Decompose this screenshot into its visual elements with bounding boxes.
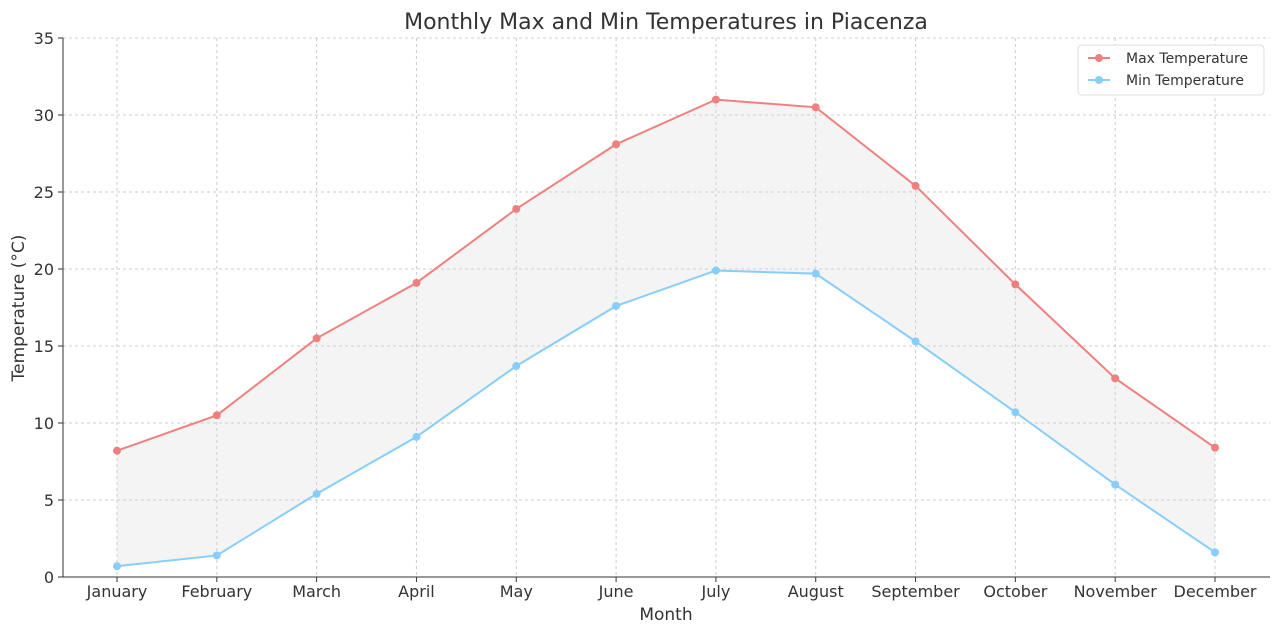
min-temperature-point (811, 269, 820, 278)
min-temperature-point (412, 432, 421, 441)
min-temperature-point (512, 362, 521, 371)
chart-title: Monthly Max and Min Temperatures in Piac… (404, 10, 928, 35)
min-temperature-point (612, 301, 621, 310)
max-temperature-point (1011, 280, 1020, 289)
x-tick-label: August (788, 582, 844, 601)
legend-max-label: Max Temperature (1126, 51, 1248, 67)
max-temperature-point (512, 204, 521, 213)
y-tick-label: 15 (34, 337, 54, 356)
max-temperature-point (911, 181, 920, 190)
x-tick-label: January (86, 582, 148, 601)
x-tick-label: May (500, 582, 533, 601)
min-temperature-point (911, 337, 920, 346)
max-temperature-point (412, 278, 421, 287)
y-tick-label: 35 (34, 29, 54, 48)
max-temperature-point (312, 334, 321, 343)
legend-min-marker (1095, 76, 1103, 84)
max-temperature-point (612, 140, 621, 149)
y-tick-label: 0 (44, 568, 54, 587)
x-tick-label: September (871, 582, 960, 601)
x-tick-label: March (292, 582, 341, 601)
max-temperature-point (1211, 443, 1219, 452)
max-temperature-point (1111, 374, 1120, 383)
range-fill (117, 99, 1215, 567)
x-tick-label: April (398, 582, 435, 601)
max-temperature-point (811, 103, 820, 112)
min-temperature-point (1111, 480, 1120, 489)
legend-min-label: Min Temperature (1126, 73, 1244, 89)
x-axis-label: Month (639, 605, 692, 625)
y-tick-label: 20 (34, 260, 54, 279)
x-tick-label: February (181, 582, 252, 601)
y-tick-label: 10 (34, 414, 54, 433)
max-temperature-line (116, 98, 1216, 452)
max-temperature-point (711, 95, 720, 104)
y-tick-label: 30 (34, 106, 54, 125)
min-temperature-point (212, 551, 221, 560)
legend-max-marker (1095, 54, 1103, 62)
min-temperature-line (116, 269, 1216, 568)
min-temperature-point (711, 266, 720, 275)
x-tick-label: December (1174, 582, 1257, 601)
legend-box (1077, 44, 1265, 96)
y-tick-label: 25 (34, 183, 54, 202)
x-tick-label: November (1074, 582, 1158, 601)
y-axis-label: Temperature (°C) (9, 235, 29, 383)
max-temperature-point (212, 411, 221, 420)
min-temperature-point (312, 489, 321, 498)
min-temperature-point (113, 562, 121, 571)
max-temperature-point (113, 446, 121, 455)
x-tick-label: October (983, 582, 1047, 601)
min-temperature-point (1211, 548, 1219, 557)
min-temperature-point (1011, 408, 1020, 417)
x-tick-label: June (598, 582, 634, 601)
x-tick-label: July (701, 582, 731, 601)
y-tick-label: 5 (44, 491, 54, 510)
legend: Max Temperature Min Temperature (1077, 44, 1265, 96)
